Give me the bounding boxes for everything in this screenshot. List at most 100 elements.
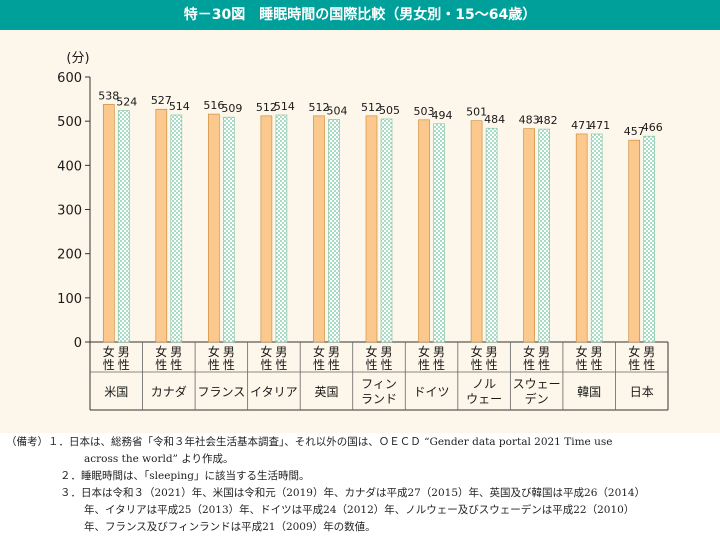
y-tick-label: 300 xyxy=(57,204,82,219)
bar-female xyxy=(523,128,535,343)
data-label-female: 471 xyxy=(571,119,592,132)
y-tick-label: 400 xyxy=(57,159,82,174)
sex-label-male: 性 xyxy=(223,358,235,372)
category-label: ノル xyxy=(472,377,496,391)
category-label: 英国 xyxy=(314,385,338,399)
bar-male xyxy=(485,127,498,343)
category-label: 日本 xyxy=(630,385,654,399)
sex-label-male: 性 xyxy=(643,358,655,372)
y-tick-label: 0 xyxy=(74,336,82,351)
bar-chart: (分)0100200300400500600538524女性男性米国527514… xyxy=(57,51,669,411)
bar-female xyxy=(470,120,483,343)
data-label-female: 538 xyxy=(98,89,119,102)
y-tick-label: 200 xyxy=(57,248,82,263)
bar-male xyxy=(538,128,550,343)
bar-female xyxy=(208,113,220,343)
sex-label-female: 性 xyxy=(576,358,588,372)
sex-label-female: 性 xyxy=(628,358,640,372)
bar-female xyxy=(102,104,115,343)
sex-label-female: 女 xyxy=(155,344,167,359)
category-label: スウェー xyxy=(513,377,561,391)
sex-label-male: 男 xyxy=(328,345,340,359)
category-label: 韓国 xyxy=(577,385,601,399)
bar-male xyxy=(170,114,183,343)
sex-label-female: 女 xyxy=(260,344,272,359)
category-label: 米国 xyxy=(104,385,128,399)
sex-label-male: 男 xyxy=(380,345,392,359)
sex-label-male: 性 xyxy=(591,358,603,372)
sex-label-female: 女 xyxy=(576,344,588,359)
sex-label-female: 性 xyxy=(313,358,325,372)
category-label: イタリア xyxy=(250,385,298,399)
data-label-female: 516 xyxy=(203,99,224,112)
sex-label-male: 男 xyxy=(275,345,287,359)
data-label-male: 471 xyxy=(589,119,610,132)
note-3-cont2: 年、フランス及びフィンランドは平成21（2009）年の数値。 xyxy=(84,521,376,533)
sex-label-female: 性 xyxy=(155,358,167,372)
category-label: デン xyxy=(525,391,549,406)
sex-label-male: 男 xyxy=(433,345,445,359)
sex-label-male: 性 xyxy=(538,358,550,372)
y-tick-label: 500 xyxy=(57,115,82,130)
data-label-male: 514 xyxy=(274,100,295,113)
bar-male xyxy=(117,110,130,343)
sex-label-male: 性 xyxy=(486,358,498,372)
sex-label-male: 男 xyxy=(223,345,235,359)
data-label-female: 512 xyxy=(256,101,277,114)
data-label-male: 482 xyxy=(537,114,558,127)
bar-male xyxy=(275,114,288,343)
bar-female xyxy=(365,115,378,343)
sex-label-female: 女 xyxy=(418,344,430,359)
bar-male xyxy=(590,133,603,343)
sex-label-female: 女 xyxy=(471,344,483,359)
sex-label-female: 女 xyxy=(208,344,220,359)
bar-female xyxy=(418,119,430,343)
category-label: フィン xyxy=(361,377,397,391)
data-label-female: 501 xyxy=(466,106,487,119)
category-label: ウェー xyxy=(466,392,502,406)
note-2: ２．睡眠時間は、「sleeping」に該当する生活時間。 xyxy=(60,470,310,482)
category-label: フランス xyxy=(197,385,245,399)
category-label: カナダ xyxy=(151,384,187,399)
data-label-male: 514 xyxy=(169,100,190,113)
y-axis-unit: (分) xyxy=(66,51,89,66)
data-label-male: 505 xyxy=(379,104,400,117)
data-label-female: 512 xyxy=(361,101,382,114)
data-label-female: 512 xyxy=(308,101,329,114)
sex-label-female: 性 xyxy=(471,358,483,372)
sex-label-female: 性 xyxy=(523,358,535,372)
sex-label-male: 性 xyxy=(380,358,392,372)
data-label-male: 484 xyxy=(484,113,505,126)
data-label-female: 527 xyxy=(151,94,172,107)
data-label-female: 483 xyxy=(519,114,540,127)
bar-male xyxy=(328,119,340,343)
sex-label-female: 性 xyxy=(260,358,272,372)
sex-label-male: 性 xyxy=(433,358,445,372)
sex-label-female: 女 xyxy=(313,344,325,359)
bar-female xyxy=(155,108,168,343)
sex-label-female: 性 xyxy=(208,358,220,372)
sex-label-female: 女 xyxy=(523,344,535,359)
sex-label-male: 男 xyxy=(643,345,655,359)
data-label-female: 457 xyxy=(624,125,645,138)
sex-label-male: 男 xyxy=(118,345,130,359)
data-label-female: 503 xyxy=(414,105,435,118)
sex-label-male: 男 xyxy=(486,345,498,359)
bar-male xyxy=(643,135,656,343)
y-tick-label: 100 xyxy=(57,292,82,307)
chart-title: 特－30図 睡眠時間の国際比較（男女別・15～64歳） xyxy=(0,0,720,30)
note-1-cont: across the world” より作成。 xyxy=(84,453,234,465)
y-tick-label: 600 xyxy=(57,71,82,86)
category-label: ドイツ xyxy=(414,385,450,399)
bar-female xyxy=(575,133,588,343)
data-label-male: 509 xyxy=(221,102,242,115)
sex-label-female: 女 xyxy=(103,344,115,359)
sex-label-female: 性 xyxy=(365,358,377,372)
sex-label-male: 性 xyxy=(275,358,287,372)
sex-label-female: 性 xyxy=(418,358,430,372)
bar-male xyxy=(380,118,393,343)
category-label: ランド xyxy=(361,392,397,406)
sex-label-female: 女 xyxy=(365,344,377,359)
sex-label-male: 男 xyxy=(538,345,550,359)
note-3: ３．日本は令和３（2021）年、米国は令和元（2019）年、カナダは平成27（2… xyxy=(60,487,646,499)
